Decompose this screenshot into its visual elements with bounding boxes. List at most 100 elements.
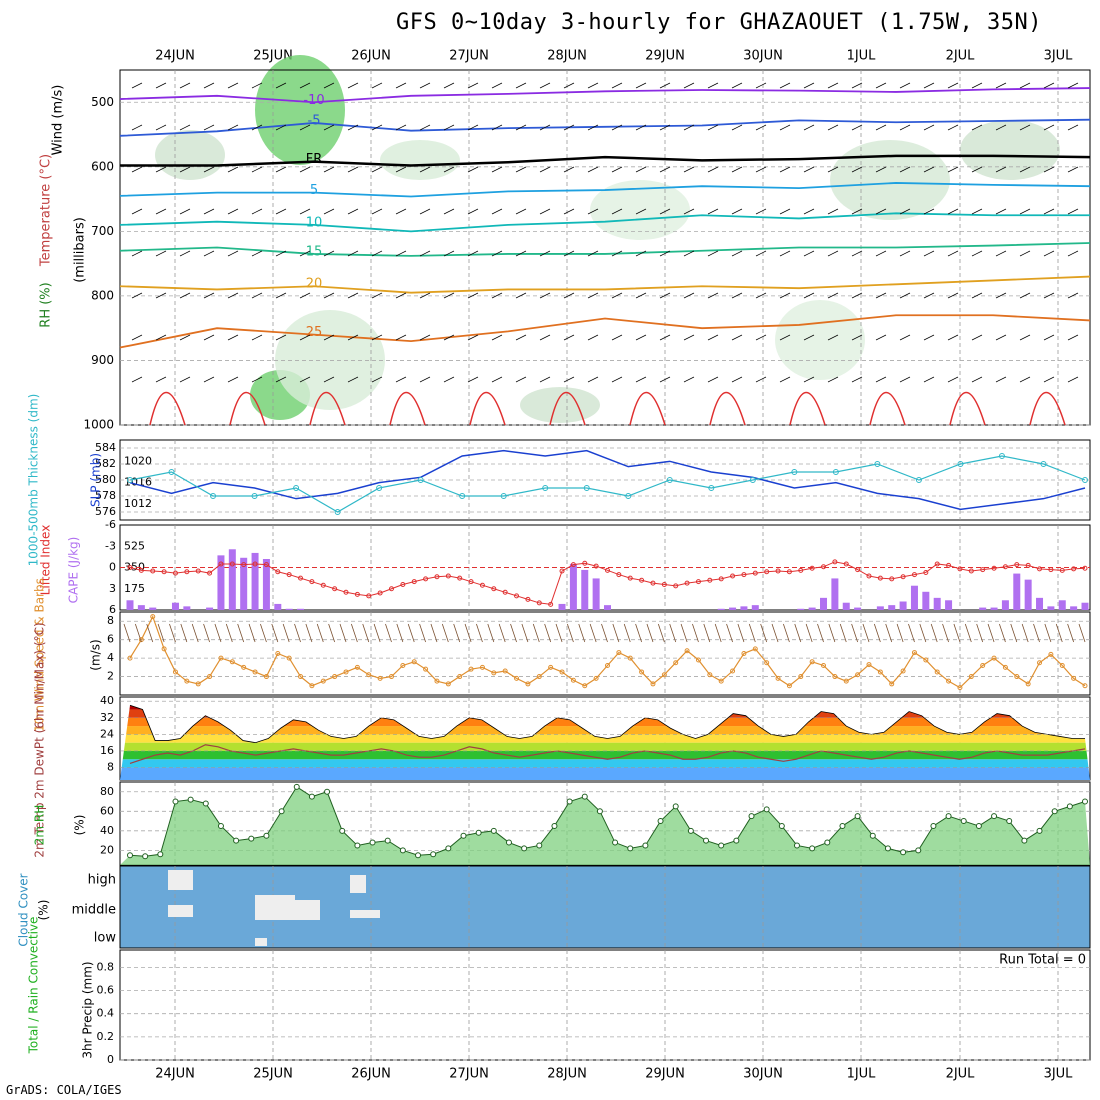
cape-axis-label: CAPE (J/kg) — [67, 537, 81, 604]
cape-bar — [808, 607, 816, 610]
cape-bar — [797, 608, 805, 610]
rh-shading — [275, 310, 385, 410]
lifted-index-point — [1025, 562, 1031, 568]
lifted-index-point — [1071, 566, 1077, 572]
pressure-tick-label: 600 — [91, 159, 114, 173]
wind-barb — [875, 124, 887, 131]
lifted-index-line — [129, 561, 1086, 605]
wind-barb — [467, 166, 479, 173]
wind-barb — [323, 166, 335, 173]
wind-barb — [155, 82, 167, 89]
wind-speed-point — [343, 669, 349, 675]
thickness-point — [500, 493, 507, 499]
wind-tick-label: 8 — [107, 614, 114, 627]
wind-barb — [395, 208, 407, 215]
cape-bar — [945, 600, 953, 610]
rh-point — [1006, 818, 1013, 825]
wind-barb — [731, 208, 743, 215]
wind-barb — [995, 124, 1007, 131]
wind-barb — [155, 250, 167, 257]
cape-bar — [126, 600, 134, 610]
slp-line — [129, 449, 1086, 511]
wind-barb — [803, 166, 815, 173]
rh-point — [217, 822, 224, 829]
wind-barb — [587, 208, 599, 215]
date-label-top: 28JUN — [547, 49, 587, 64]
cloud-bar — [255, 938, 267, 946]
wind-barb — [851, 82, 863, 89]
wind-barb-10m — [885, 623, 893, 643]
wind-barb — [227, 82, 239, 89]
wind-barb — [827, 334, 839, 341]
wind-barb-10m — [794, 623, 802, 643]
cape-bar — [217, 555, 225, 610]
thickness-point — [251, 493, 258, 499]
lifted-index-point — [957, 566, 963, 572]
wind-speed-point — [832, 674, 838, 680]
lifted-index-point — [445, 573, 451, 579]
temperature-axis-label: Temperature (°C) — [39, 154, 54, 267]
wind-barb-10m — [930, 623, 938, 643]
thickness-tick-label: 578 — [95, 489, 116, 502]
wind-barb — [659, 166, 671, 173]
wind-barb — [491, 292, 503, 299]
lifted-index-point — [911, 572, 917, 578]
wind-barb — [923, 82, 935, 89]
wind-barb — [347, 376, 359, 383]
wind-speed-point — [1002, 664, 1008, 670]
rh-shading — [775, 300, 865, 380]
wind-speed-point — [991, 655, 997, 661]
wind-barb — [131, 124, 143, 131]
wind-speed-point — [320, 678, 326, 684]
cloud-bar — [255, 895, 295, 920]
wind-speed-point — [764, 660, 770, 666]
rh-point — [672, 803, 679, 810]
cape-tick-label: 525 — [124, 539, 145, 552]
wind-barb-10m — [601, 623, 608, 643]
date-label-bottom: 28JUN — [547, 1067, 587, 1082]
lifted-index-point — [479, 582, 485, 588]
wind-barb — [323, 292, 335, 299]
wind-barb — [419, 292, 431, 299]
wind-barb — [419, 376, 431, 383]
wind-barb-10m — [748, 623, 756, 643]
wind-barb — [155, 208, 167, 215]
wind-barb — [731, 250, 743, 257]
precip-tick-label: 0 — [107, 1053, 114, 1066]
cape-bar — [1047, 606, 1055, 610]
cape-bar — [1013, 573, 1021, 610]
precip-tick-label: 0.4 — [97, 1007, 115, 1020]
wind-barb — [443, 376, 455, 383]
wind-barb — [923, 376, 935, 383]
wind-speed-point — [1025, 681, 1031, 687]
wind-barb — [1067, 292, 1079, 299]
wind-barb-10m — [441, 623, 449, 643]
wind-barb — [203, 82, 215, 89]
date-label-bottom: 1JUL — [847, 1067, 877, 1082]
lifted-index-point — [1014, 562, 1020, 568]
wind-barb — [683, 166, 695, 173]
lifted-index-point — [377, 590, 383, 596]
rh-point — [308, 793, 315, 800]
wind-barb — [299, 124, 311, 131]
lifted-index-point — [286, 572, 292, 578]
wind-barb — [827, 124, 839, 131]
wind-barb — [899, 124, 911, 131]
wind-barb-10m — [260, 623, 267, 643]
rh-point — [293, 783, 300, 790]
wind-barb — [563, 376, 575, 383]
rh-point — [687, 827, 694, 834]
wind-barb — [947, 82, 959, 89]
cape-bar — [854, 607, 862, 610]
wind-barb — [539, 250, 551, 257]
thickness-point — [334, 509, 341, 515]
wind-speed-point — [354, 664, 360, 670]
cape-bar — [910, 585, 918, 610]
wind-barb — [659, 208, 671, 215]
wind-speed-point — [923, 657, 929, 663]
wind-barb — [635, 208, 647, 215]
wind-barb — [731, 292, 743, 299]
wind-barb — [851, 124, 863, 131]
wind-barb-10m — [532, 623, 540, 643]
wind-barb — [731, 124, 743, 131]
